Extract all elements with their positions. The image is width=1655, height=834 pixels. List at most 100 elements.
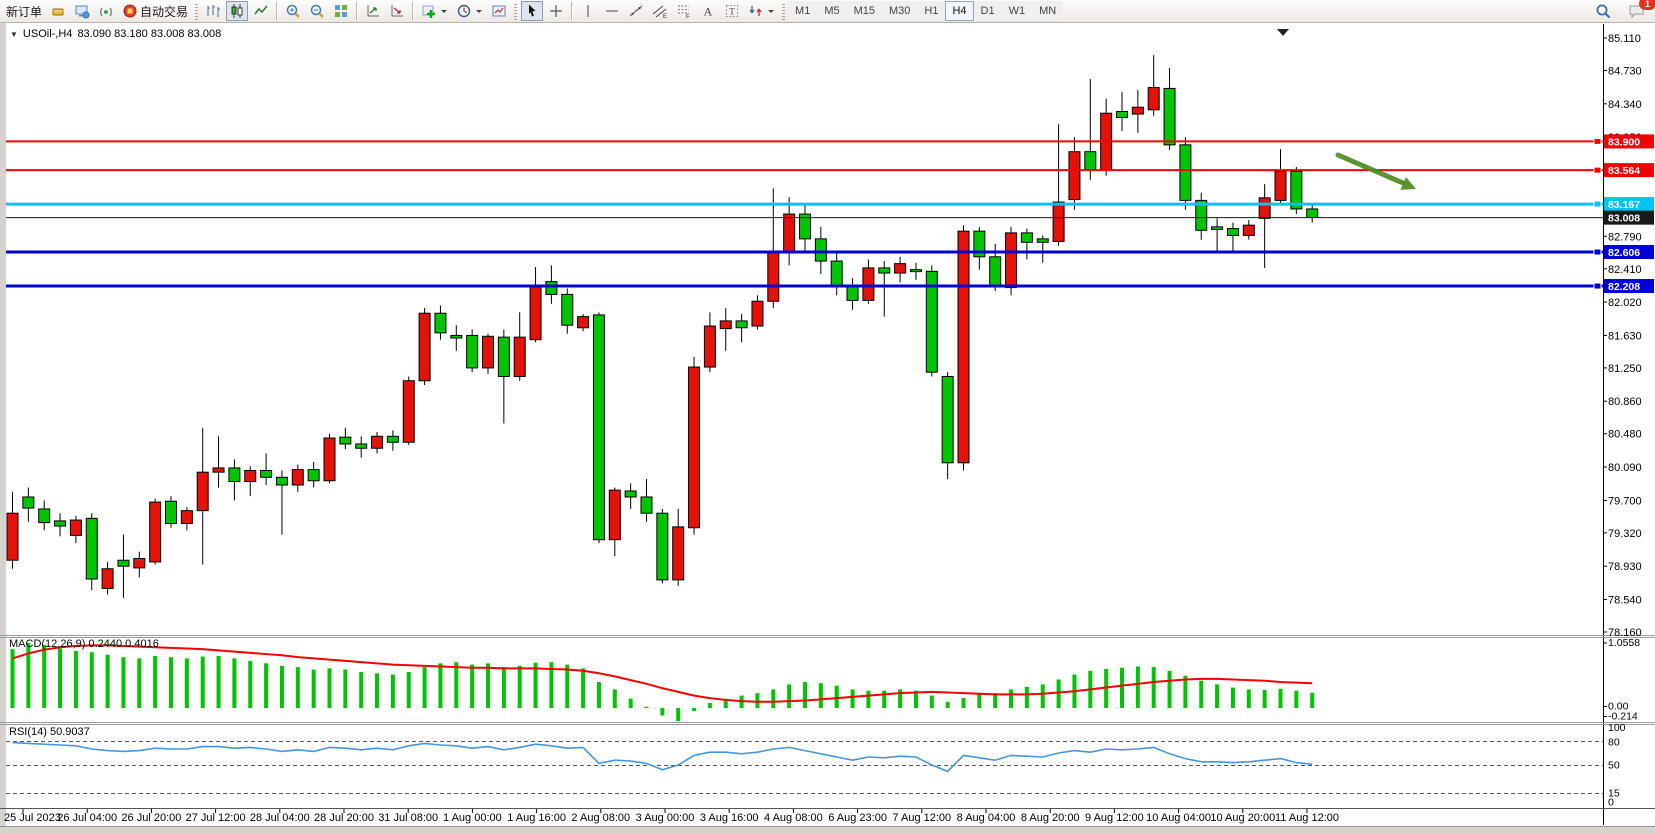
price-tick: 84.730 [1608, 65, 1642, 77]
chart-canvas[interactable]: 85.11084.73084.34083.95083.56083.17082.7… [0, 23, 1655, 833]
time-tick: 8 Aug 04:00 [957, 812, 1016, 824]
terminal-icon [74, 3, 90, 19]
timeframe-m1-button[interactable]: M1 [788, 1, 818, 21]
toolbar-right: 1 [1591, 0, 1655, 21]
line-chart-button[interactable] [250, 1, 272, 21]
auto-trading-button[interactable]: 自动交易 [119, 1, 191, 21]
search-button[interactable] [1592, 1, 1615, 21]
chart-settings-button[interactable] [488, 1, 510, 21]
rsi-line [12, 741, 1313, 773]
time-tick: 1 Aug 16:00 [507, 812, 566, 824]
zoom-in-button[interactable] [282, 1, 304, 21]
svg-text:F: F [686, 15, 690, 20]
rsi-axis-tick: 0 [1608, 797, 1614, 809]
vertical-line-button[interactable] [577, 1, 599, 21]
timeframe-m15-button[interactable]: M15 [846, 1, 882, 21]
trend-arrow-annotation[interactable] [1335, 152, 1416, 190]
toolbar-drag-handle[interactable] [781, 2, 787, 20]
price-tick: 81.250 [1608, 363, 1642, 375]
timeframe-mn-button[interactable]: MN [1032, 1, 1064, 21]
time-tick: 11 Aug 12:00 [1275, 812, 1339, 824]
text-button[interactable]: A [697, 1, 719, 21]
timeframes-clock-button[interactable] [453, 1, 486, 21]
window-edge-bottom [0, 826, 1655, 834]
macd-axis-tick: 1.0558 [1608, 637, 1640, 649]
price-level-label: 82.606 [1608, 247, 1640, 259]
price-tick: 84.340 [1608, 99, 1642, 111]
line-chart-icon [253, 3, 269, 19]
time-tick: 28 Jul 04:00 [250, 812, 310, 824]
price-level-label: 83.564 [1608, 165, 1640, 177]
time-tick: 27 Jul 12:00 [186, 812, 246, 824]
crosshair-button[interactable] [545, 1, 567, 21]
zoom-out-button[interactable] [306, 1, 328, 21]
price-level-label: 83.167 [1608, 199, 1640, 211]
time-tick: 25 Jul 2023 [4, 812, 61, 824]
crosshair-icon [548, 3, 564, 19]
chart-shift-button[interactable] [386, 1, 408, 21]
macd-pane [10, 642, 1315, 722]
timeframe-h4-button[interactable]: H4 [945, 1, 974, 21]
channel-icon: E [652, 3, 668, 19]
clock-icon [456, 3, 472, 19]
terminal-button[interactable] [71, 1, 93, 21]
arrows-button[interactable] [745, 1, 778, 21]
price-level-label: 83.900 [1608, 136, 1640, 148]
timeframe-m5-button[interactable]: M5 [817, 1, 847, 21]
toolbar-drag-handle[interactable] [513, 2, 519, 20]
vertical-line-icon [580, 3, 596, 19]
chevron-down-icon [767, 7, 775, 15]
chart-title: ▼ USOil-,H4 83.090 83.180 83.008 83.008 [10, 28, 221, 40]
price-tick: 81.630 [1608, 330, 1642, 342]
fibonacci-button[interactable]: F [673, 1, 695, 21]
arrows-icon [748, 3, 764, 19]
price-tick: 80.860 [1608, 396, 1642, 408]
chart-window: 85.11084.73084.34083.95083.56083.17082.7… [0, 23, 1655, 834]
add-indicator-button[interactable] [418, 1, 451, 21]
price-tick: 82.790 [1608, 231, 1642, 243]
gem-button[interactable] [47, 1, 69, 21]
auto-scroll-button[interactable] [362, 1, 384, 21]
chevron-down-icon [475, 7, 483, 15]
bar-chart-button[interactable] [202, 1, 224, 21]
time-tick: 10 Aug 20:00 [1210, 812, 1275, 824]
chart-settings-icon [491, 3, 507, 19]
channel-button[interactable]: E [649, 1, 671, 21]
horizontal-line-button[interactable] [601, 1, 623, 21]
trendline-icon [628, 3, 644, 19]
price-level-label: 83.008 [1608, 213, 1640, 225]
price-tick: 78.930 [1608, 561, 1642, 573]
price-tick: 78.540 [1608, 595, 1642, 607]
timeframe-w1-button[interactable]: W1 [1001, 1, 1033, 21]
svg-text:E: E [663, 14, 667, 19]
new-order-label: 新订单 [6, 4, 43, 19]
text-icon: A [700, 3, 716, 19]
candlestick-chart-icon [229, 3, 245, 19]
chart-shift-icon [389, 3, 405, 19]
timeframe-h1-button[interactable]: H1 [917, 1, 946, 21]
auto-trading-label: 自动交易 [140, 4, 189, 19]
cursor-button[interactable] [521, 1, 544, 21]
new-order-button[interactable]: 新订单 [3, 1, 45, 21]
timeframe-m30-button[interactable]: M30 [882, 1, 918, 21]
signals-button[interactable] [95, 1, 117, 21]
search-icon [1595, 3, 1612, 20]
price-level-lines: 83.900 83.564 83.167 83.008 82.606 82.208 [6, 134, 1654, 294]
text-label-button[interactable]: T [721, 1, 743, 21]
rsi-axis-tick: 50 [1608, 760, 1620, 772]
chart-expander-icon[interactable]: ▼ [10, 29, 18, 39]
price-tick: 79.700 [1608, 495, 1642, 507]
toolbar-drag-handle[interactable] [194, 2, 200, 20]
toolbar-group-indicators [417, 0, 511, 23]
trendline-button[interactable] [625, 1, 647, 21]
notification-badge[interactable]: 1 [1639, 0, 1655, 10]
price-tick: 82.020 [1608, 297, 1642, 309]
price-tick: 79.320 [1608, 528, 1642, 540]
toolbar-group-cursor [520, 0, 568, 23]
candlestick-chart-button[interactable] [226, 1, 249, 21]
cursor-icon [524, 3, 540, 19]
tile-windows-button[interactable] [330, 1, 352, 21]
time-tick: 6 Aug 23:00 [828, 812, 887, 824]
timeframe-d1-button[interactable]: D1 [973, 1, 1002, 21]
